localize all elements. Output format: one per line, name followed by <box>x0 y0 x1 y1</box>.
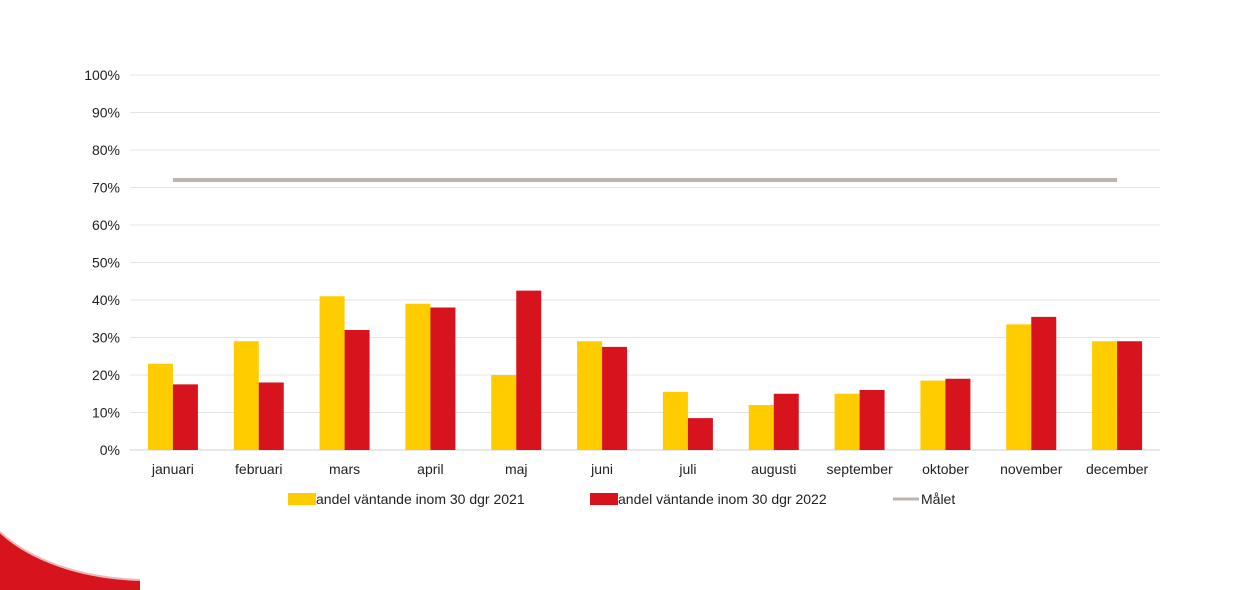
bar-2021-december <box>1092 341 1118 450</box>
bar-2021-oktober <box>920 380 946 450</box>
x-tick-label: september <box>827 461 893 477</box>
x-tick-label: augusti <box>751 461 796 477</box>
legend-label: Målet <box>921 491 955 507</box>
y-tick-label: 70% <box>92 180 120 196</box>
x-tick-label: oktober <box>922 461 969 477</box>
legend-swatch <box>288 493 316 505</box>
bar-2022-augusti <box>773 393 799 450</box>
x-tick-label: juni <box>590 461 613 477</box>
bar-2021-september <box>834 393 860 450</box>
y-tick-label: 80% <box>92 142 120 158</box>
bar-2022-maj <box>516 290 542 450</box>
x-tick-label: januari <box>151 461 194 477</box>
bar-2022-februari <box>258 382 284 450</box>
bar-2022-april <box>430 307 456 450</box>
bar-2021-mars <box>319 296 345 450</box>
legend-label: andel väntande inom 30 dgr 2022 <box>618 491 827 507</box>
y-tick-label: 20% <box>92 367 120 383</box>
y-tick-label: 90% <box>92 105 120 121</box>
x-tick-label: juli <box>678 461 696 477</box>
corner-swoosh-decoration <box>0 531 140 590</box>
bar-2022-november <box>1031 316 1057 450</box>
y-tick-label: 40% <box>92 292 120 308</box>
bar-2021-augusti <box>748 405 774 450</box>
gridlines <box>130 74 1160 451</box>
bar-2021-juni <box>577 341 603 450</box>
bar-2022-mars <box>344 330 370 450</box>
bar-2022-september <box>859 390 885 450</box>
bar-2021-februari <box>233 341 259 450</box>
y-tick-label: 60% <box>92 217 120 233</box>
bar-2022-juni <box>602 346 628 450</box>
legend-swatch <box>590 493 618 505</box>
bar-2022-december <box>1117 341 1143 450</box>
bar-2022-oktober <box>945 378 971 450</box>
bar-2021-april <box>405 303 431 450</box>
x-axis: januari februari mars april maj juni juli augus… <box>151 461 1149 477</box>
x-tick-label: november <box>1000 461 1063 477</box>
bar-2021-januari <box>147 363 173 450</box>
y-tick-label: 10% <box>92 405 120 421</box>
x-tick-label: maj <box>505 461 528 477</box>
legend: andel väntande inom 30 dgr 2021 andel vän… <box>288 491 955 507</box>
y-axis: 0% 10% 20% 30% 40% 50% 60% 70% 80% 90% 100% <box>84 67 120 458</box>
x-tick-label: april <box>417 461 443 477</box>
y-tick-label: 50% <box>92 255 120 271</box>
bar-2021-maj <box>491 375 517 450</box>
x-tick-label: februari <box>235 461 282 477</box>
y-tick-label: 30% <box>92 330 120 346</box>
bar-2021-juli <box>662 391 688 450</box>
y-tick-label: 100% <box>84 67 120 83</box>
x-tick-label: mars <box>329 461 360 477</box>
bar-2021-november <box>1006 324 1032 450</box>
bars <box>147 290 1143 450</box>
bar-2022-januari <box>172 384 198 450</box>
legend-label: andel väntande inom 30 dgr 2021 <box>316 491 525 507</box>
bar-2022-juli <box>687 418 713 450</box>
y-tick-label: 0% <box>100 442 120 458</box>
x-tick-label: december <box>1086 461 1149 477</box>
